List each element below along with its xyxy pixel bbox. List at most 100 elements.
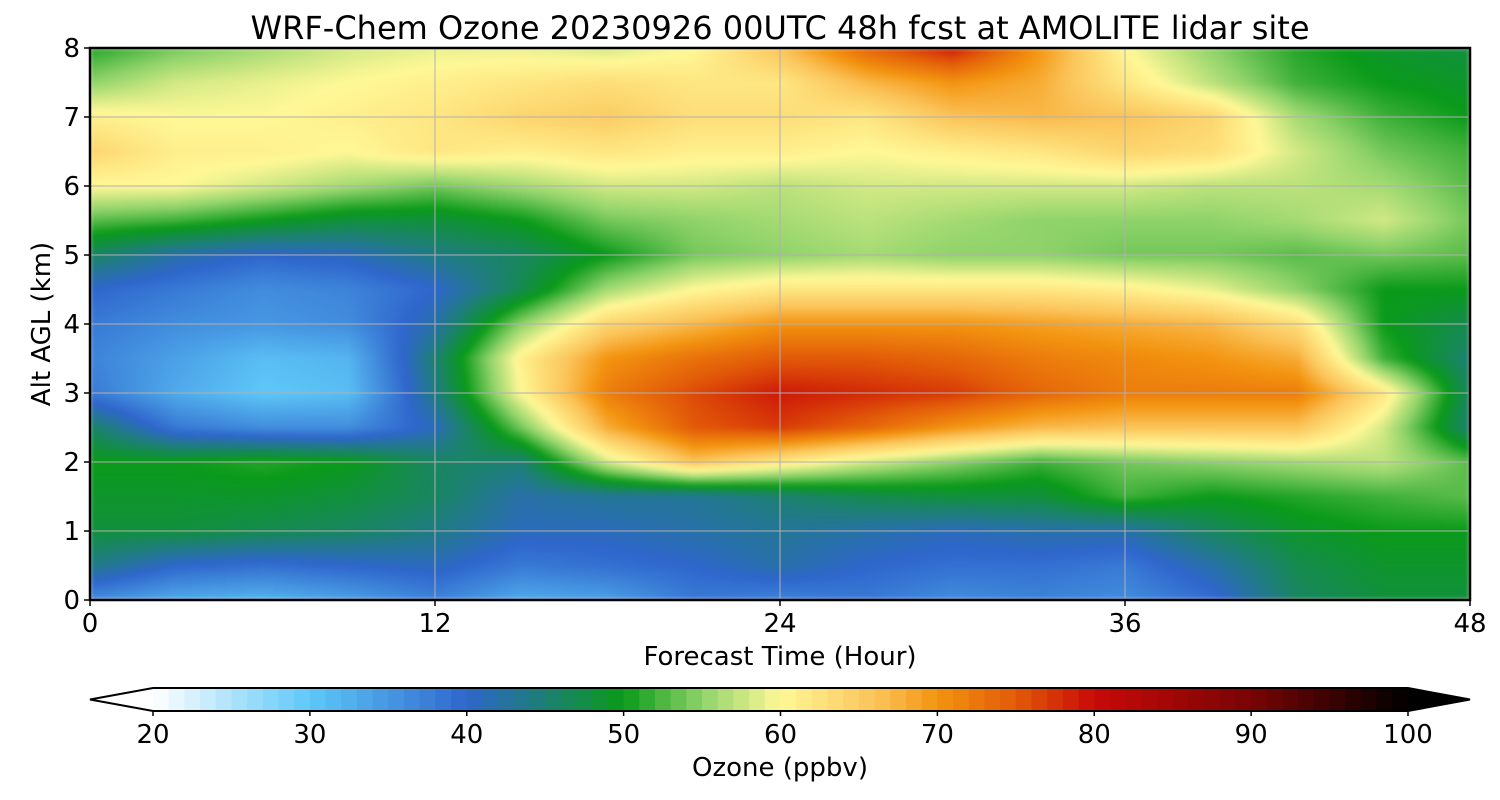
x-axis-ticks: 0 12 24 36 48 bbox=[82, 600, 1487, 639]
colorbar-tick-label: 100 bbox=[1383, 720, 1433, 750]
colorbar-segment bbox=[545, 688, 562, 711]
colorbar-segment bbox=[404, 688, 421, 711]
colorbar-segment bbox=[168, 688, 185, 711]
colorbar-segment bbox=[1062, 688, 1080, 711]
chart-title: WRF-Chem Ozone 20230926 00UTC 48h fcst a… bbox=[250, 9, 1309, 47]
colorbar-segment bbox=[388, 688, 405, 711]
colorbar-segment bbox=[1282, 688, 1299, 711]
colorbar-segment bbox=[356, 688, 374, 711]
colorbar-segment bbox=[906, 688, 923, 711]
colorbar-segment bbox=[1251, 688, 1268, 711]
y-tick-label: 1 bbox=[63, 517, 80, 547]
colorbar-segment bbox=[717, 688, 735, 711]
colorbar-segment bbox=[670, 688, 687, 711]
colorbar-segment bbox=[749, 688, 766, 711]
x-axis-label: Forecast Time (Hour) bbox=[643, 642, 916, 672]
colorbar-segment bbox=[592, 688, 609, 711]
colorbar-segment bbox=[341, 688, 358, 711]
y-tick-label: 7 bbox=[63, 103, 80, 133]
y-tick-label: 6 bbox=[63, 172, 80, 202]
colorbar-segment bbox=[639, 688, 656, 711]
colorbar-segment bbox=[513, 688, 531, 711]
colorbar-label: Ozone (ppbv) bbox=[692, 753, 868, 783]
colorbar-segment bbox=[294, 688, 311, 711]
colorbar-segment bbox=[1078, 688, 1095, 711]
colorbar-segment bbox=[1015, 688, 1033, 711]
colorbar-segment bbox=[780, 688, 797, 711]
colorbar-segment bbox=[921, 688, 938, 711]
y-tick-label: 3 bbox=[63, 379, 80, 409]
colorbar-tick-label: 60 bbox=[764, 720, 797, 750]
x-tick-label: 24 bbox=[763, 609, 796, 639]
colorbar-segment bbox=[498, 688, 515, 711]
colorbar-segment bbox=[231, 688, 248, 711]
colorbar-tick-label: 40 bbox=[450, 720, 483, 750]
colorbar-tick-label: 50 bbox=[607, 720, 640, 750]
y-tick-label: 8 bbox=[63, 34, 80, 64]
y-axis-label: Alt AGL (km) bbox=[27, 242, 57, 406]
colorbar-segment bbox=[858, 688, 876, 711]
colorbar bbox=[89, 687, 1471, 712]
colorbar-segment bbox=[702, 688, 719, 711]
colorbar-segment bbox=[827, 688, 844, 711]
colorbar-segment bbox=[764, 688, 782, 711]
colorbar-segment bbox=[1125, 688, 1142, 711]
colorbar-segment bbox=[200, 688, 217, 711]
colorbar-segment bbox=[623, 688, 640, 711]
colorbar-segment bbox=[1000, 688, 1017, 711]
colorbar-segment bbox=[1345, 688, 1362, 711]
colorbar-segment bbox=[843, 688, 860, 711]
colorbar-segment bbox=[309, 688, 327, 711]
colorbar-segment bbox=[1266, 688, 1284, 711]
colorbar-segment bbox=[325, 688, 342, 711]
colorbar-segment bbox=[435, 688, 452, 711]
colorbar-segment bbox=[1329, 688, 1346, 711]
colorbar-segment bbox=[1031, 688, 1048, 711]
colorbar-segment bbox=[278, 688, 295, 711]
colorbar-segment bbox=[262, 688, 280, 711]
colorbar-segment bbox=[607, 688, 625, 711]
x-tick-label: 36 bbox=[1108, 609, 1141, 639]
colorbar-segment bbox=[372, 688, 389, 711]
colorbar-segment bbox=[1204, 688, 1221, 711]
colorbar-segment bbox=[686, 688, 703, 711]
colorbar-segment bbox=[153, 688, 170, 711]
colorbar-segment bbox=[1157, 688, 1174, 711]
colorbar-tick-label: 20 bbox=[136, 720, 169, 750]
colorbar-segment bbox=[984, 688, 1001, 711]
colorbar-segment bbox=[874, 688, 891, 711]
colorbar-segment bbox=[655, 688, 672, 711]
grid-lines bbox=[90, 48, 1470, 600]
colorbar-segment bbox=[215, 688, 233, 711]
colorbar-segment bbox=[560, 688, 578, 711]
colorbar-segment bbox=[1109, 688, 1127, 711]
colorbar-segment bbox=[811, 688, 829, 711]
colorbar-extend-low bbox=[90, 688, 153, 711]
y-axis-ticks: 0 1 2 3 4 5 6 7 8 bbox=[63, 34, 90, 616]
colorbar-tick-label: 30 bbox=[293, 720, 326, 750]
colorbar-segment bbox=[1360, 688, 1378, 711]
colorbar-segment bbox=[1376, 688, 1393, 711]
colorbar-segment bbox=[184, 688, 201, 711]
colorbar-tick-label: 70 bbox=[921, 720, 954, 750]
colorbar-segment bbox=[890, 688, 907, 711]
colorbar-segment bbox=[953, 688, 970, 711]
colorbar-segment bbox=[1219, 688, 1237, 711]
colorbar-extend-high bbox=[1408, 688, 1470, 711]
colorbar-segment bbox=[451, 688, 468, 711]
colorbar-tick-label: 90 bbox=[1235, 720, 1268, 750]
x-tick-label: 12 bbox=[418, 609, 451, 639]
colorbar-segment bbox=[1392, 688, 1409, 711]
x-tick-label: 0 bbox=[82, 609, 99, 639]
y-tick-label: 4 bbox=[63, 310, 80, 340]
colorbar-tick-label: 80 bbox=[1078, 720, 1111, 750]
colorbar-segment bbox=[247, 688, 264, 711]
colorbar-segment bbox=[937, 688, 954, 711]
colorbar-segment bbox=[419, 688, 436, 711]
y-tick-label: 0 bbox=[63, 586, 80, 616]
colorbar-segment bbox=[733, 688, 750, 711]
colorbar-segment bbox=[1235, 688, 1252, 711]
colorbar-segment bbox=[1188, 688, 1205, 711]
colorbar-segment bbox=[1298, 688, 1315, 711]
